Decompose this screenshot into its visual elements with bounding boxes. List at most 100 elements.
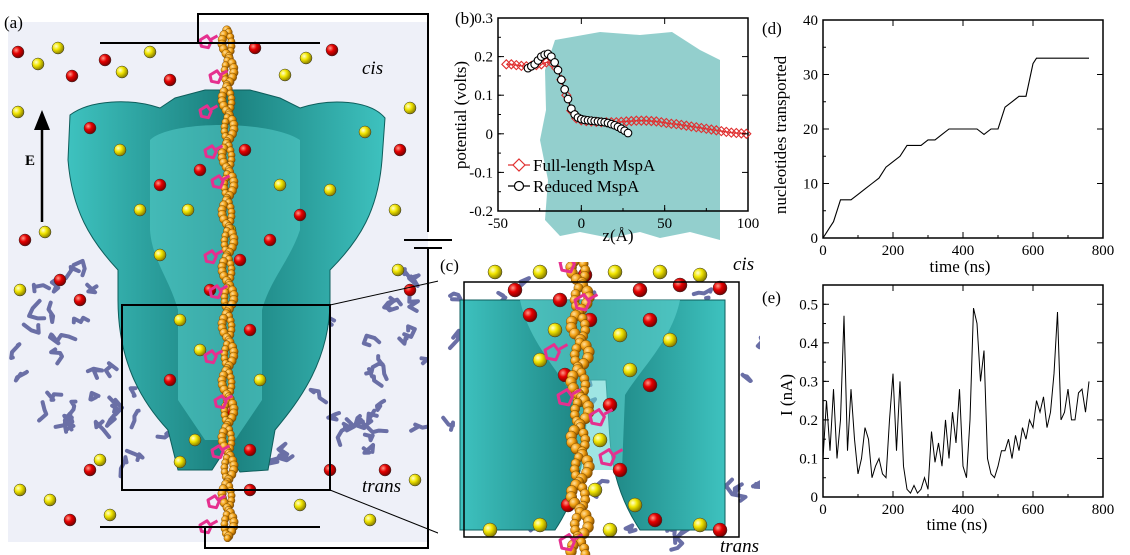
cation-ion: [63, 513, 77, 527]
panel-d: 0 200 400 600 800 0 10 20 30 40 (d) nucleotides t…: [762, 13, 1114, 276]
plot-b: [501, 49, 752, 140]
lipid-chain: [129, 408, 141, 430]
nucleotide-base: [208, 284, 229, 300]
anion-ion: [273, 178, 287, 192]
ticks-d: 0 200 400 600 800 0 10 20 30 40: [803, 13, 1114, 259]
anion-ion: [602, 522, 618, 538]
cation-ion: [193, 163, 207, 177]
anion-ion: [278, 68, 292, 82]
lipid-chain: [49, 347, 64, 366]
anion-ion: [38, 225, 52, 239]
nucleotide-base: [206, 494, 227, 510]
lipid-chain: [419, 356, 428, 366]
anion-ion: [31, 57, 45, 71]
lipid-chain: [382, 297, 403, 311]
y-tick-label: 20: [803, 122, 818, 138]
lipid-chain: [669, 534, 685, 552]
y-tick-label: 0.1: [474, 88, 493, 104]
x-tick-label: 800: [1092, 502, 1115, 518]
y-tick-label: 0.2: [474, 50, 493, 66]
data-point-circle: [556, 75, 566, 85]
cation-ion: [83, 463, 97, 477]
legend-b: Full-length MspA Reduced MspA: [508, 156, 656, 196]
nucleotide-base: [588, 408, 614, 427]
anion-ion: [652, 264, 668, 280]
y-tick-label: 0.3: [799, 374, 818, 390]
anion-ion: [363, 513, 377, 527]
lipid-chain: [441, 415, 455, 432]
y-tick-label: 0: [811, 490, 819, 506]
nucleotide-base: [203, 349, 224, 365]
cation-ion: [325, 43, 339, 57]
anion-ion: [173, 313, 187, 327]
anion-ion: [13, 483, 27, 497]
cation-ion: [293, 208, 307, 222]
data-point-circle: [560, 85, 570, 94]
x-tick-label: 400: [952, 243, 975, 259]
lipid-chain: [362, 432, 375, 443]
y-axis-label-d: nucleotides transported: [771, 55, 790, 214]
panel-label-c: (c): [440, 256, 459, 275]
lipid-chain: [725, 485, 748, 503]
y-tick-label: 0.5: [799, 297, 818, 313]
nucleotide-base: [203, 249, 224, 265]
lipid-chain: [128, 386, 138, 398]
lipid-chain: [623, 523, 638, 534]
lipid-chain: [402, 267, 413, 280]
anion-ion: [43, 493, 57, 507]
cation-ion: [552, 292, 568, 308]
anion-ion: [299, 51, 313, 65]
lipid-chain: [88, 390, 101, 402]
nucleotide-base: [203, 144, 224, 160]
plot-d: [822, 57, 1089, 239]
legend-marker-full: [512, 158, 526, 172]
field-arrow: [34, 110, 50, 222]
anion-ion: [592, 432, 608, 448]
plot-e: [822, 307, 1090, 494]
anion-ion: [93, 453, 107, 467]
lipid-chain: [31, 282, 51, 294]
anion-ion: [692, 517, 708, 533]
lipid-chain: [361, 333, 382, 348]
anion-ion: [51, 41, 65, 55]
anion-ion: [11, 105, 25, 119]
cation-ion: [378, 463, 392, 477]
x-tick-label: 0: [578, 216, 586, 232]
anion-ion: [358, 125, 372, 139]
x-tick-label: 200: [882, 502, 905, 518]
anion-ion: [13, 283, 27, 297]
nucleotide-base: [198, 519, 219, 535]
circuit-a: [100, 13, 452, 549]
cation-ion: [642, 312, 658, 328]
x-tick-label: 0: [819, 243, 827, 259]
lipid-chain: [93, 419, 112, 439]
data-point-circle: [623, 128, 633, 138]
anion-ion: [532, 264, 548, 280]
y-tick-label: 0: [486, 127, 494, 143]
panel-label-a: (a): [4, 13, 23, 32]
anion-ion: [692, 267, 708, 283]
nucleotide-base: [210, 444, 231, 460]
anion-ion: [253, 373, 267, 387]
ticks-b: -50 0 50 100 -0.2 -0.1 0 0.1 0.2 0.3: [469, 11, 759, 232]
anion-ion: [662, 332, 678, 348]
nucleotide-base: [198, 104, 219, 120]
dna-atom: [580, 549, 591, 555]
frame-c: [463, 281, 740, 538]
anion-ion: [153, 248, 167, 262]
nucleotide-base: [558, 262, 576, 274]
x-tick-label: 50: [657, 216, 672, 232]
x-tick-label: -50: [488, 216, 508, 232]
lipid-chain: [48, 332, 61, 346]
cation-ion: [612, 462, 628, 478]
anion-ion: [482, 522, 498, 538]
x-tick-label: 600: [1022, 243, 1045, 259]
cation-ion: [243, 443, 257, 457]
y-tick-label: 30: [803, 68, 818, 84]
lipid-chain: [364, 361, 385, 376]
lipid-chain: [62, 411, 75, 434]
lipid-chain: [37, 400, 49, 423]
lipid-chain: [118, 455, 129, 479]
dna-atom: [223, 534, 232, 542]
lipid-chain: [402, 324, 417, 339]
